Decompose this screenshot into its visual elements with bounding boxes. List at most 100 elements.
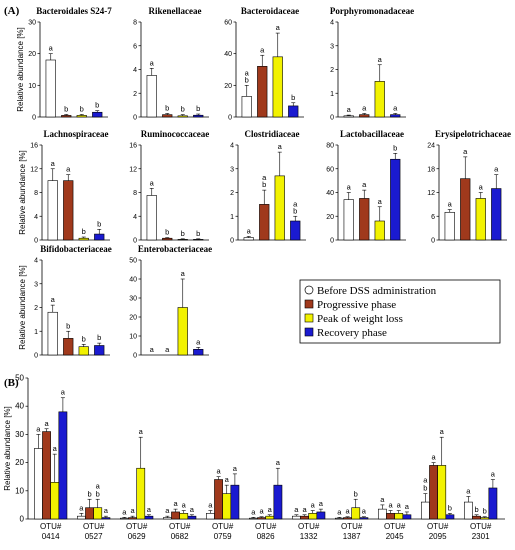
y-tick-label: 2: [230, 190, 234, 197]
bar: [472, 515, 481, 520]
significance-letter: a: [319, 499, 324, 508]
subplot-title: Lachnospiraceae: [44, 129, 109, 139]
bar: [78, 346, 89, 356]
significance-letter: a: [278, 142, 283, 151]
significance-letter: a: [362, 103, 367, 112]
y-axis-label: Relative abundance [%]: [18, 150, 27, 235]
y-tick-label: 4: [34, 258, 38, 265]
significance-letter: a: [165, 345, 170, 354]
significance-letter: a: [79, 503, 84, 512]
y-tick-label: 20: [224, 83, 232, 90]
significance-letter: a: [139, 427, 144, 436]
significance-letter: a: [147, 505, 152, 514]
y-tick-label: 0: [330, 238, 334, 245]
bar: [257, 517, 266, 520]
significance-letter: b: [354, 489, 358, 498]
significance-letter: b: [423, 484, 427, 493]
legend-swatch: [304, 313, 314, 323]
significance-letter: b: [82, 227, 86, 236]
category-label: 0682: [171, 532, 189, 541]
category-label: 0629: [128, 532, 146, 541]
significance-letter: a: [337, 507, 342, 516]
bar: [206, 513, 215, 520]
significance-letter: b: [97, 219, 101, 228]
y-tick-label: 1: [230, 214, 234, 221]
bar: [76, 115, 87, 118]
subplot-8: Lactobacillaceae 0 20 40 60 80 a a a b: [326, 129, 406, 245]
bar: [343, 199, 354, 241]
significance-letter: a: [491, 470, 496, 479]
category-label: OTU#: [298, 522, 320, 531]
bar: [265, 515, 275, 520]
subplot-title: Bacteroidaceae: [241, 6, 299, 16]
significance-letter: a: [397, 501, 402, 510]
bar: [222, 493, 232, 520]
significance-letter: a: [259, 507, 264, 516]
y-tick-label: 20: [28, 51, 36, 58]
bar: [386, 513, 395, 520]
y-tick-label: 10: [129, 334, 137, 341]
significance-letter: b: [82, 334, 86, 343]
significance-letter: a: [150, 345, 155, 354]
category-label: OTU#: [212, 522, 234, 531]
significance-letter: a: [268, 505, 273, 514]
y-tick-label: 10: [28, 83, 36, 90]
significance-letter: b: [66, 321, 70, 330]
bar: [94, 345, 105, 356]
legend-box: [299, 279, 501, 344]
subplot-9: Erysipelotrichaceae 0 6 12 18 24 a a a a: [427, 129, 511, 245]
bar: [214, 479, 223, 520]
bar: [78, 237, 89, 241]
legend-label: Recovery phase: [317, 327, 387, 339]
y-tick-label: 0: [32, 115, 36, 122]
subplot-title: Bifidobacteriaceae: [40, 244, 111, 254]
significance-letter: a: [494, 165, 499, 174]
bar: [187, 515, 197, 520]
bar: [63, 180, 74, 241]
bar: [257, 66, 268, 118]
bar: [308, 513, 318, 520]
significance-letter: b: [87, 489, 91, 498]
bar: [272, 56, 283, 118]
y-tick-label: 4: [34, 214, 38, 221]
significance-letter: a: [294, 505, 299, 514]
bar: [437, 465, 447, 520]
significance-letter: a: [431, 453, 436, 462]
significance-letter: a: [378, 197, 383, 206]
significance-letter: a: [423, 476, 428, 485]
significance-letter: b: [293, 206, 297, 215]
y-tick-label: 20: [15, 458, 24, 467]
y-tick-label: 3: [230, 166, 234, 173]
significance-letter: a: [440, 427, 445, 436]
bar: [463, 501, 473, 520]
bar: [171, 511, 180, 520]
y-tick-label: 16: [30, 143, 38, 150]
y-tick-label: 1: [330, 91, 334, 98]
bar: [290, 220, 301, 241]
bar: [491, 188, 502, 241]
significance-letter: b: [291, 93, 295, 102]
bar: [420, 501, 430, 520]
bar: [92, 111, 103, 118]
category-label: OTU#: [255, 522, 277, 531]
y-tick-label: 50: [129, 258, 137, 265]
significance-letter: a: [463, 147, 468, 156]
significance-letter: a: [181, 269, 186, 278]
category-label: 1332: [300, 532, 318, 541]
category-label: 0826: [257, 532, 275, 541]
bar: [146, 75, 157, 118]
y-tick-label: 0: [34, 238, 38, 245]
significance-letter: a: [393, 103, 398, 112]
significance-letter: a: [388, 501, 393, 510]
significance-letter: a: [251, 507, 256, 516]
bar: [444, 211, 455, 241]
y-tick-label: 2: [34, 305, 38, 312]
y-tick-label: 12: [129, 166, 137, 173]
subplot-title: Clostridiaceae: [245, 129, 300, 139]
bar: [241, 96, 252, 118]
category-label: 0759: [214, 532, 232, 541]
significance-letter: a: [150, 178, 155, 187]
bar: [163, 517, 172, 520]
